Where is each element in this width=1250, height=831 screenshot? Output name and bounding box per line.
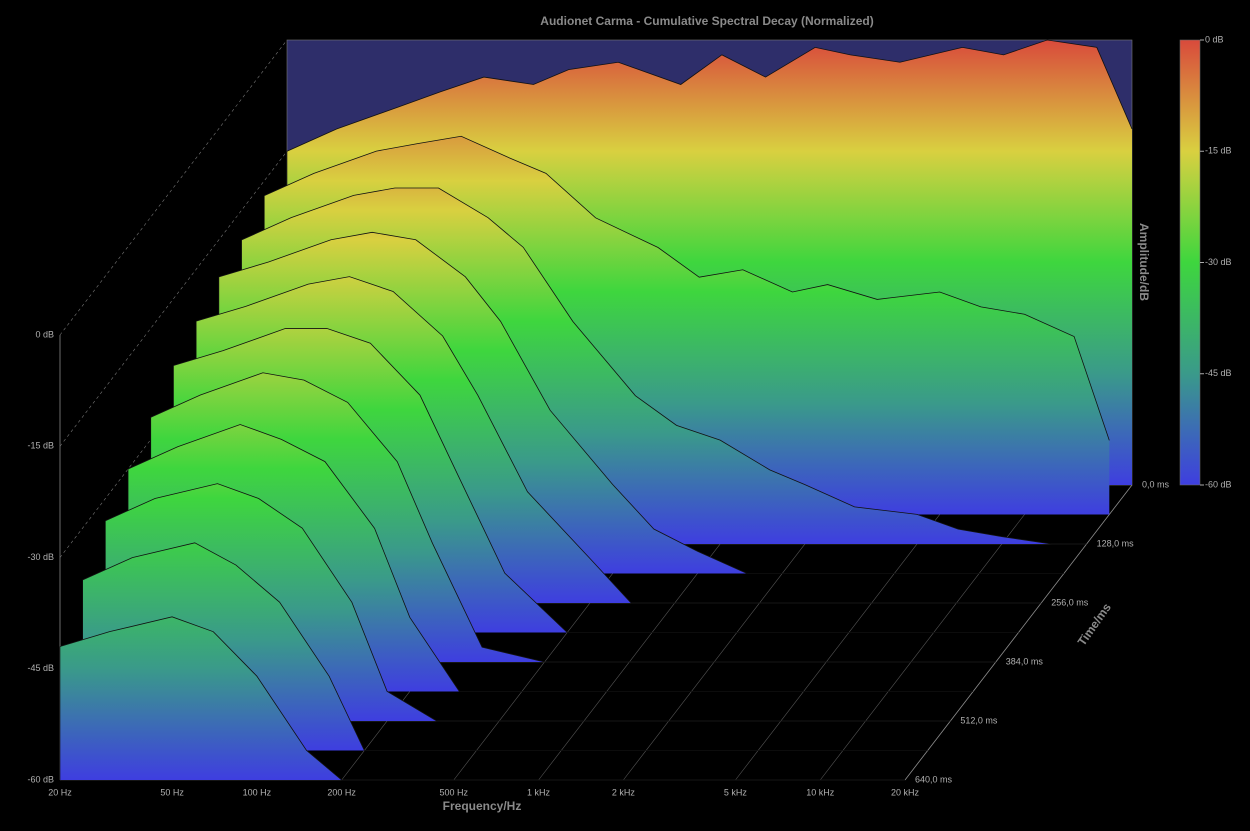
colorbar-tick-label: 0 dB: [1205, 34, 1224, 44]
slice-line: [196, 276, 1042, 604]
x-tick-label: 20 kHz: [891, 787, 920, 797]
y-tick-label: 0,0 ms: [1142, 479, 1170, 489]
slice-line: [127, 424, 974, 692]
z-tick-label: -15 dB: [27, 441, 54, 451]
x-axis-label: Frequency/Hz: [443, 799, 522, 813]
colorbar: [1179, 39, 1201, 486]
z-tick-label: -30 dB: [27, 552, 54, 562]
x-tick-label: 50 Hz: [160, 787, 184, 797]
slice-line: [173, 328, 1019, 633]
slice-line: [218, 231, 1064, 574]
z-grid-line: [59, 151, 288, 447]
y-tick-label: 128,0 ms: [1097, 538, 1135, 548]
colorbar-tick-label: -45 dB: [1205, 368, 1232, 378]
y-tick-label: 256,0 ms: [1051, 597, 1089, 607]
colorbar-tick-label: -30 dB: [1205, 257, 1232, 267]
x-tick-label: 100 Hz: [243, 787, 272, 797]
x-tick-label: 1 kHz: [527, 787, 551, 797]
slice-line: [241, 187, 1087, 545]
y-tick-label: 384,0 ms: [1006, 656, 1044, 666]
z-axis-label: Amplitude/dB: [1137, 223, 1151, 301]
slice-line: [59, 616, 905, 781]
y-tick-label: 640,0 ms: [915, 774, 953, 784]
x-tick-label: 500 Hz: [439, 787, 468, 797]
slice-fill: [82, 542, 928, 751]
slice-line: [82, 542, 928, 751]
slice-line: [286, 39, 1133, 152]
z-tick-label: -45 dB: [27, 663, 54, 673]
colorbar-tick-label: -15 dB: [1205, 146, 1232, 156]
x-tick-label: 5 kHz: [724, 787, 748, 797]
y-tick-label: 512,0 ms: [960, 715, 998, 725]
slice-line: [264, 135, 1110, 441]
z-tick-label: 0 dB: [35, 329, 54, 339]
x-tick-label: 20 Hz: [48, 787, 72, 797]
slice-line: [105, 483, 951, 722]
colorbar-tick-label: -60 dB: [1205, 479, 1232, 489]
slice-fill: [60, 616, 905, 780]
x-tick-label: 2 kHz: [612, 787, 636, 797]
z-tick-label: -60 dB: [27, 774, 54, 784]
x-tick-label: 10 kHz: [806, 787, 835, 797]
slice-line: [150, 372, 996, 663]
z-grid-line: [59, 39, 288, 336]
x-tick-label: 200 Hz: [327, 787, 356, 797]
chart-title: Audionet Carma - Cumulative Spectral Dec…: [540, 14, 873, 28]
